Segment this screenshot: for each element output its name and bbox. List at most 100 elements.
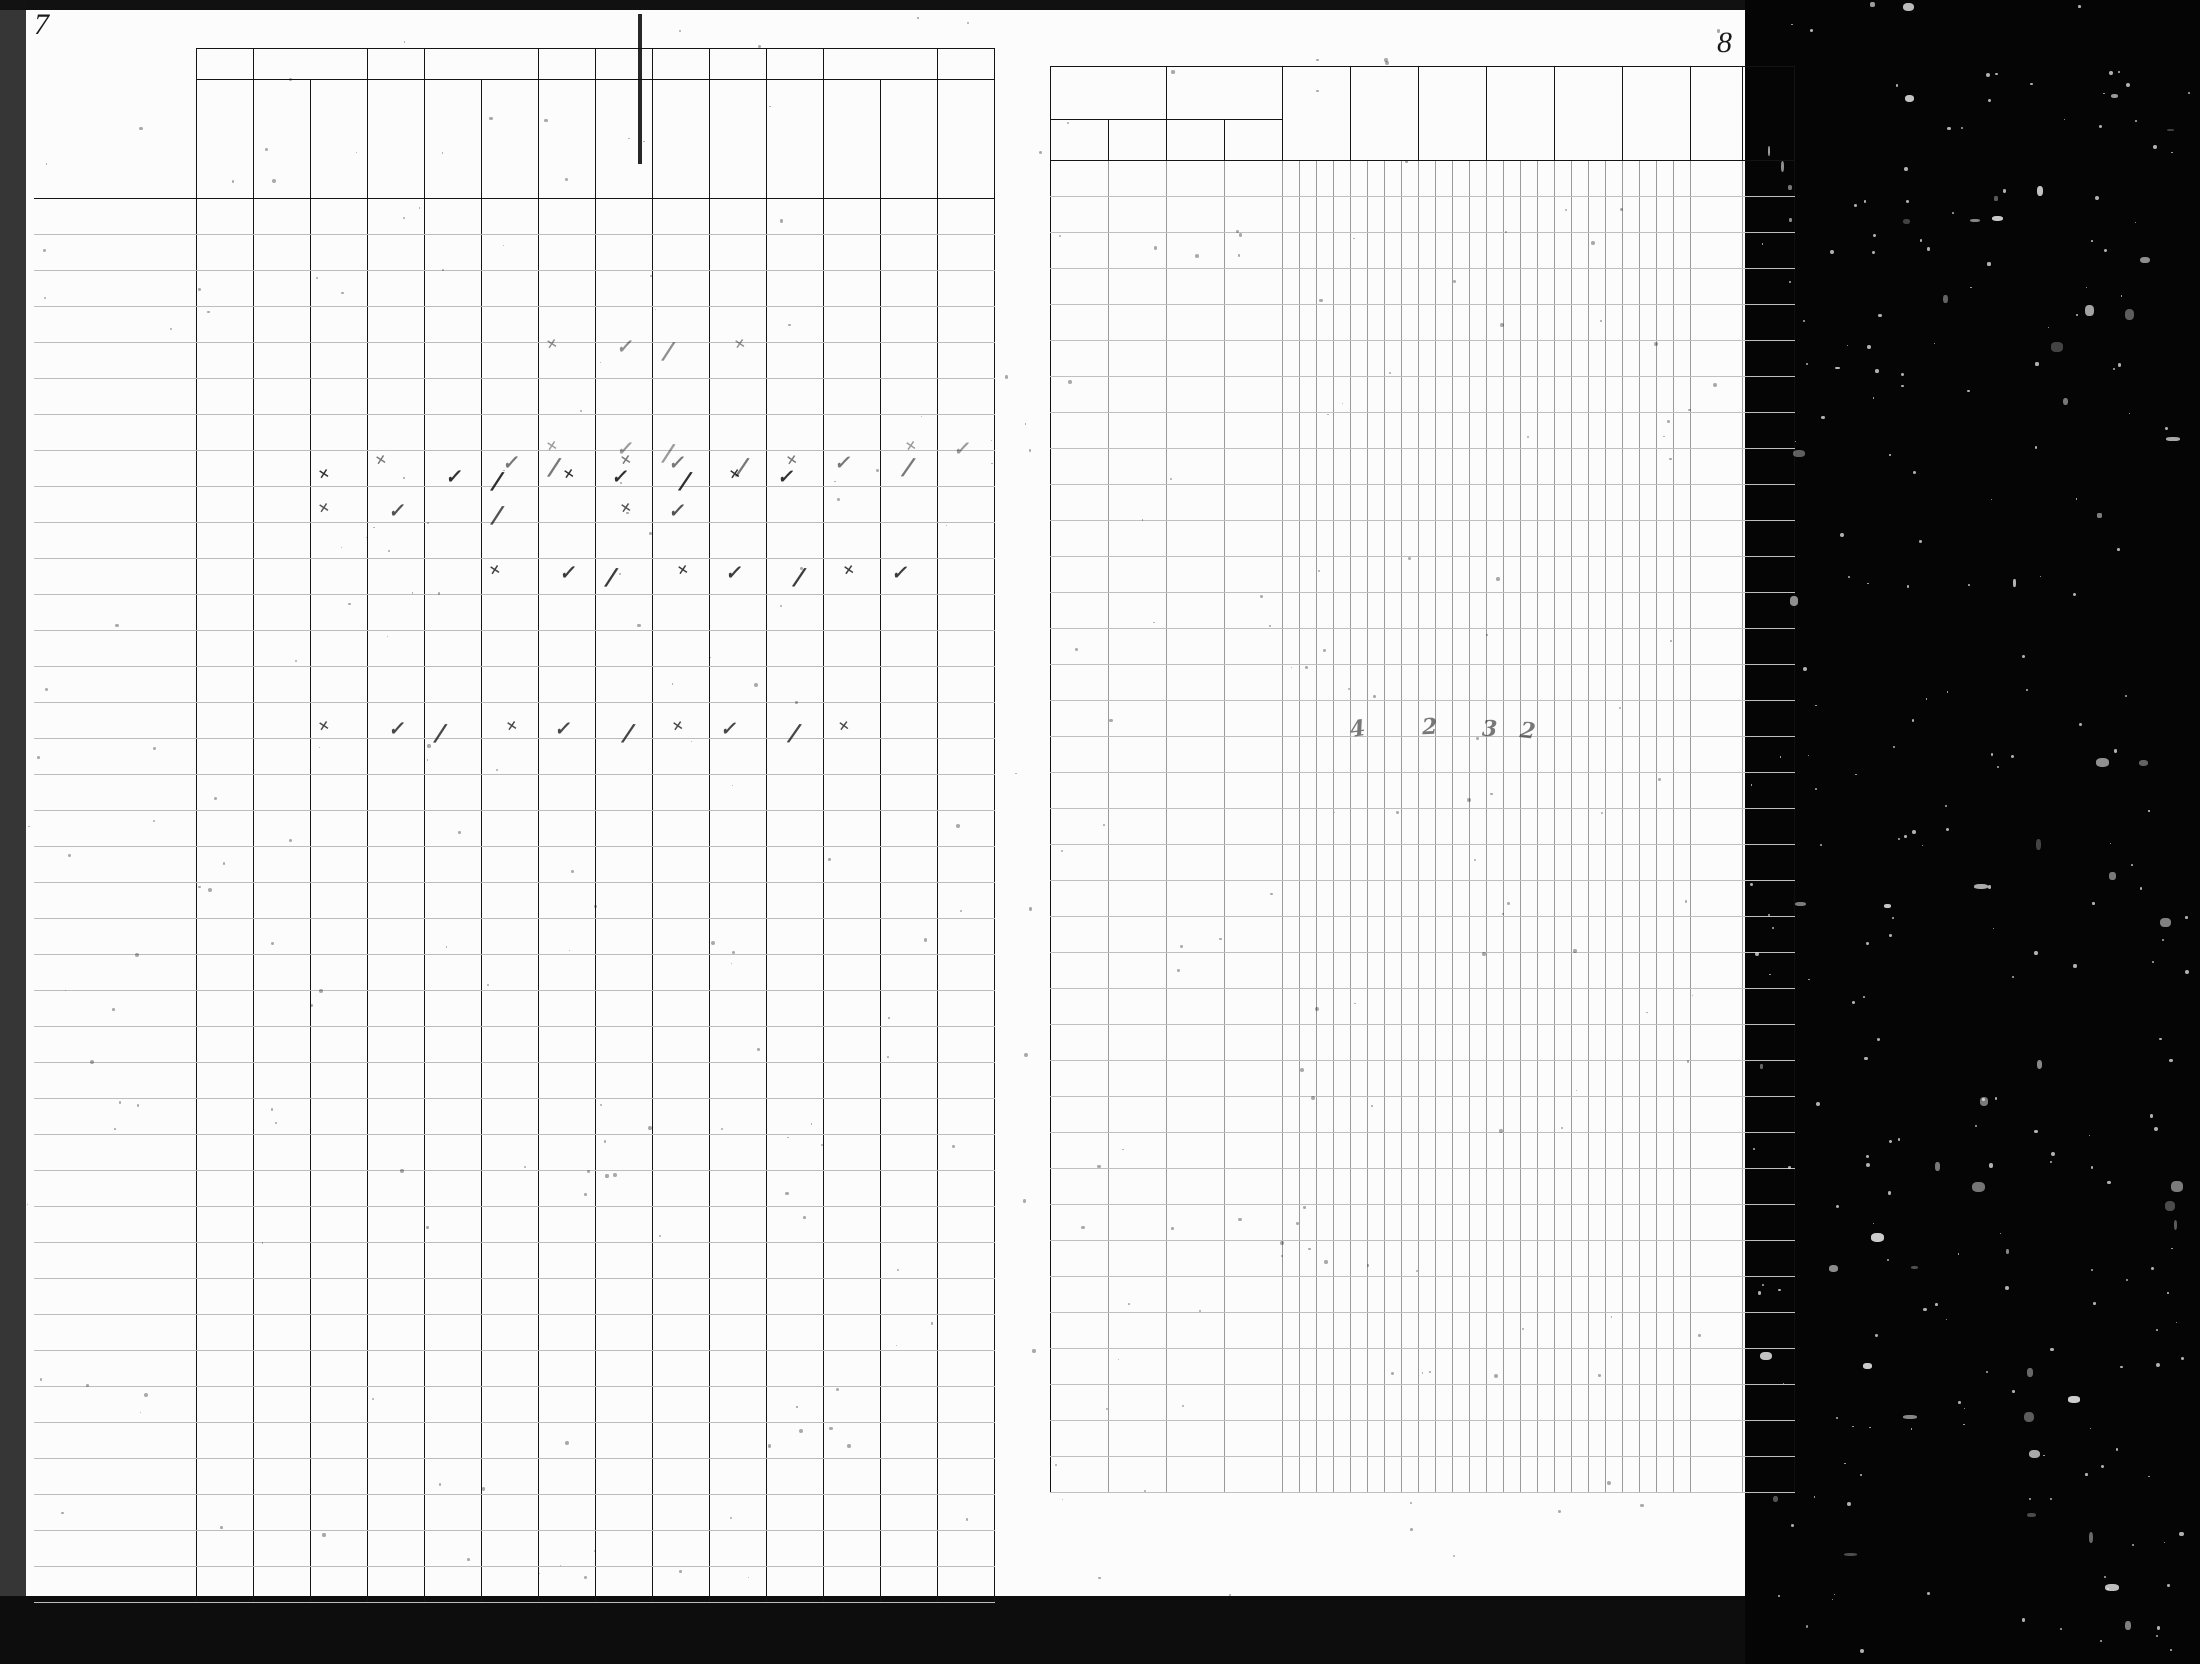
scan-speckle [1865,1155,1869,1159]
right-table-cell [1316,1096,1334,1133]
left-mark-cell [936,1494,995,1531]
folio-number-right: 8 [1717,26,1732,59]
left-mark-cell [366,738,425,775]
right-table-cell [1554,520,1572,557]
scan-speckle [1473,858,1476,862]
scan-speckle [1153,245,1158,250]
left-mark-cell [594,1278,653,1315]
left-mark-cell [936,1242,995,1279]
scan-speckle [1421,1372,1424,1374]
sacrament-check-mark: ✓ [952,437,970,461]
right-table-cell [1469,1204,1487,1241]
right-table-cell [1282,736,1300,773]
left-mark-cell [822,738,881,775]
left-mark-cell [195,702,254,739]
dust-fleck [2063,398,2069,406]
right-table-cell [1367,1096,1385,1133]
left-mark-cell [366,450,425,487]
right-table-cell [1690,520,1743,557]
right-table-cell [1166,1312,1225,1349]
left-name-cell [34,1458,197,1495]
scan-speckle [1385,60,1390,65]
scan-speckle [1467,797,1472,802]
right-table-cell [1166,340,1225,377]
left-mark-cell [366,882,425,919]
right-table-cell [1299,412,1317,449]
right-table-cell [1639,1312,1657,1349]
right-table-cell [1452,484,1470,521]
right-table-cell [1622,772,1640,809]
right-table-cell [1503,1456,1521,1493]
right-table-cell [1656,520,1674,557]
scan-speckle [1713,382,1718,387]
left-mark-cell [594,450,653,487]
left-mark-cell [195,1206,254,1243]
left-mark-cell [708,558,767,595]
left-mark-cell [651,198,710,235]
left-mark-cell [537,1530,596,1567]
left-mark-cell [708,486,767,523]
scan-speckle [835,1387,840,1392]
right-table-cell [1537,1024,1555,1061]
left-mark-cell [366,1386,425,1423]
right-table-cell [1367,1024,1385,1061]
right-table-cell [1316,1132,1334,1169]
left-mark-cell [423,666,482,703]
left-mark-cell [537,306,596,343]
scan-speckle [418,207,421,209]
left-mark-cell [594,198,653,235]
scan-speckle [89,1060,94,1065]
left-mark-cell [252,594,311,631]
scan-speckle [678,29,682,33]
right-table-cell [1503,340,1521,377]
right-table-cell [1166,952,1225,989]
right-table-cell [1742,844,1795,881]
left-mark-cell [366,846,425,883]
right-table-cell [1108,1456,1167,1493]
right-table-cell [1108,448,1167,485]
left-mark-cell [252,522,311,559]
sacrament-check-mark: ✓ [890,561,908,585]
scan-speckle [136,1104,140,1108]
scan-speckle [1772,927,1775,930]
left-mark-cell [537,1566,596,1603]
scan-speckle [1004,374,1009,379]
right-table-cell [1469,772,1487,809]
left-mark-cell [423,702,482,739]
scan-speckle [888,1017,890,1019]
right-table-cell [1469,736,1487,773]
scan-speckle [2167,1584,2171,1587]
left-mark-cell [765,1350,824,1387]
right-table-cell [1299,1096,1317,1133]
left-mark-cell [822,666,881,703]
left-table-row [34,1098,995,1135]
left-mark-cell [879,918,938,955]
right-table-cell [1384,304,1402,341]
right-table-cell [1282,556,1300,593]
scan-speckle [1863,200,1867,203]
right-table-cell [1452,520,1470,557]
left-mark-cell [366,666,425,703]
left-mark-cell [252,1314,311,1351]
right-table-cell [1486,592,1504,629]
scan-speckle [959,909,962,912]
scan-speckle [1898,837,1901,840]
right-table-cell [1537,1168,1555,1205]
right-table-cell [1571,232,1589,269]
scan-speckle [1903,167,1908,172]
scan-speckle [1327,413,1329,416]
right-table-cell [1520,232,1538,269]
right-table-cell [1367,1060,1385,1097]
right-table-cell [1108,1204,1167,1241]
left-mark-cell [765,522,824,559]
left-mark-cell [708,1566,767,1603]
scan-speckle [481,1487,486,1492]
right-table-cell [1571,844,1589,881]
right-table-cell [1469,196,1487,233]
right-table-cell [1350,556,1368,593]
scan-speckle [1490,792,1493,795]
scan-speckle [1912,471,1916,475]
scan-speckle [2035,362,2039,366]
right-table-cell [1605,1348,1623,1385]
scan-speckle [1565,208,1568,211]
